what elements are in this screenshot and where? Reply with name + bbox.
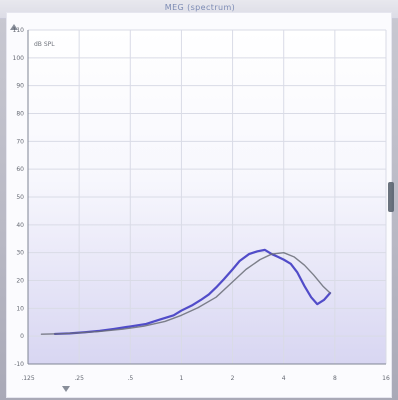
app-title: MEG (spectrum) xyxy=(164,3,236,12)
y-tick-label: 70 xyxy=(16,138,24,145)
scroll-up-arrow-icon[interactable] xyxy=(10,24,18,30)
x-tick-label: 1 xyxy=(180,375,184,382)
x-tick-label: .25 xyxy=(74,375,84,382)
x-tick-label: .125 xyxy=(21,375,35,382)
x-tick-label: .5 xyxy=(127,375,133,382)
y-tick-label: 0 xyxy=(20,333,24,340)
y-tick-label: 10 xyxy=(16,305,24,312)
x-tick-label: 8 xyxy=(333,375,337,382)
y-tick-label: 90 xyxy=(16,83,24,90)
y-tick-label: 100 xyxy=(13,55,25,62)
y-tick-label: 30 xyxy=(16,250,24,257)
x-tick-label: 4 xyxy=(282,375,286,382)
y-tick-label: 50 xyxy=(16,194,24,201)
y-axis-unit-label: dB SPL xyxy=(34,41,55,48)
y-tick-label: 110 xyxy=(13,27,25,34)
x-axis-ticks: .125 .25 .5 1 2 4 8 16 xyxy=(21,375,390,382)
y-tick-label: -10 xyxy=(14,361,24,368)
y-tick-label: 80 xyxy=(16,111,24,118)
series-line-secondary xyxy=(40,251,331,335)
x-tick-label: 16 xyxy=(382,375,390,382)
y-tick-label: 20 xyxy=(16,278,24,285)
y-tick-label: 40 xyxy=(16,222,24,229)
x-tick-label: 2 xyxy=(231,375,235,382)
scroll-down-arrow-icon[interactable] xyxy=(62,386,70,392)
y-tick-label: 60 xyxy=(16,166,24,173)
series-lines xyxy=(40,248,332,336)
series-line-primary xyxy=(53,248,332,336)
scrollbar-handle[interactable] xyxy=(388,182,394,212)
